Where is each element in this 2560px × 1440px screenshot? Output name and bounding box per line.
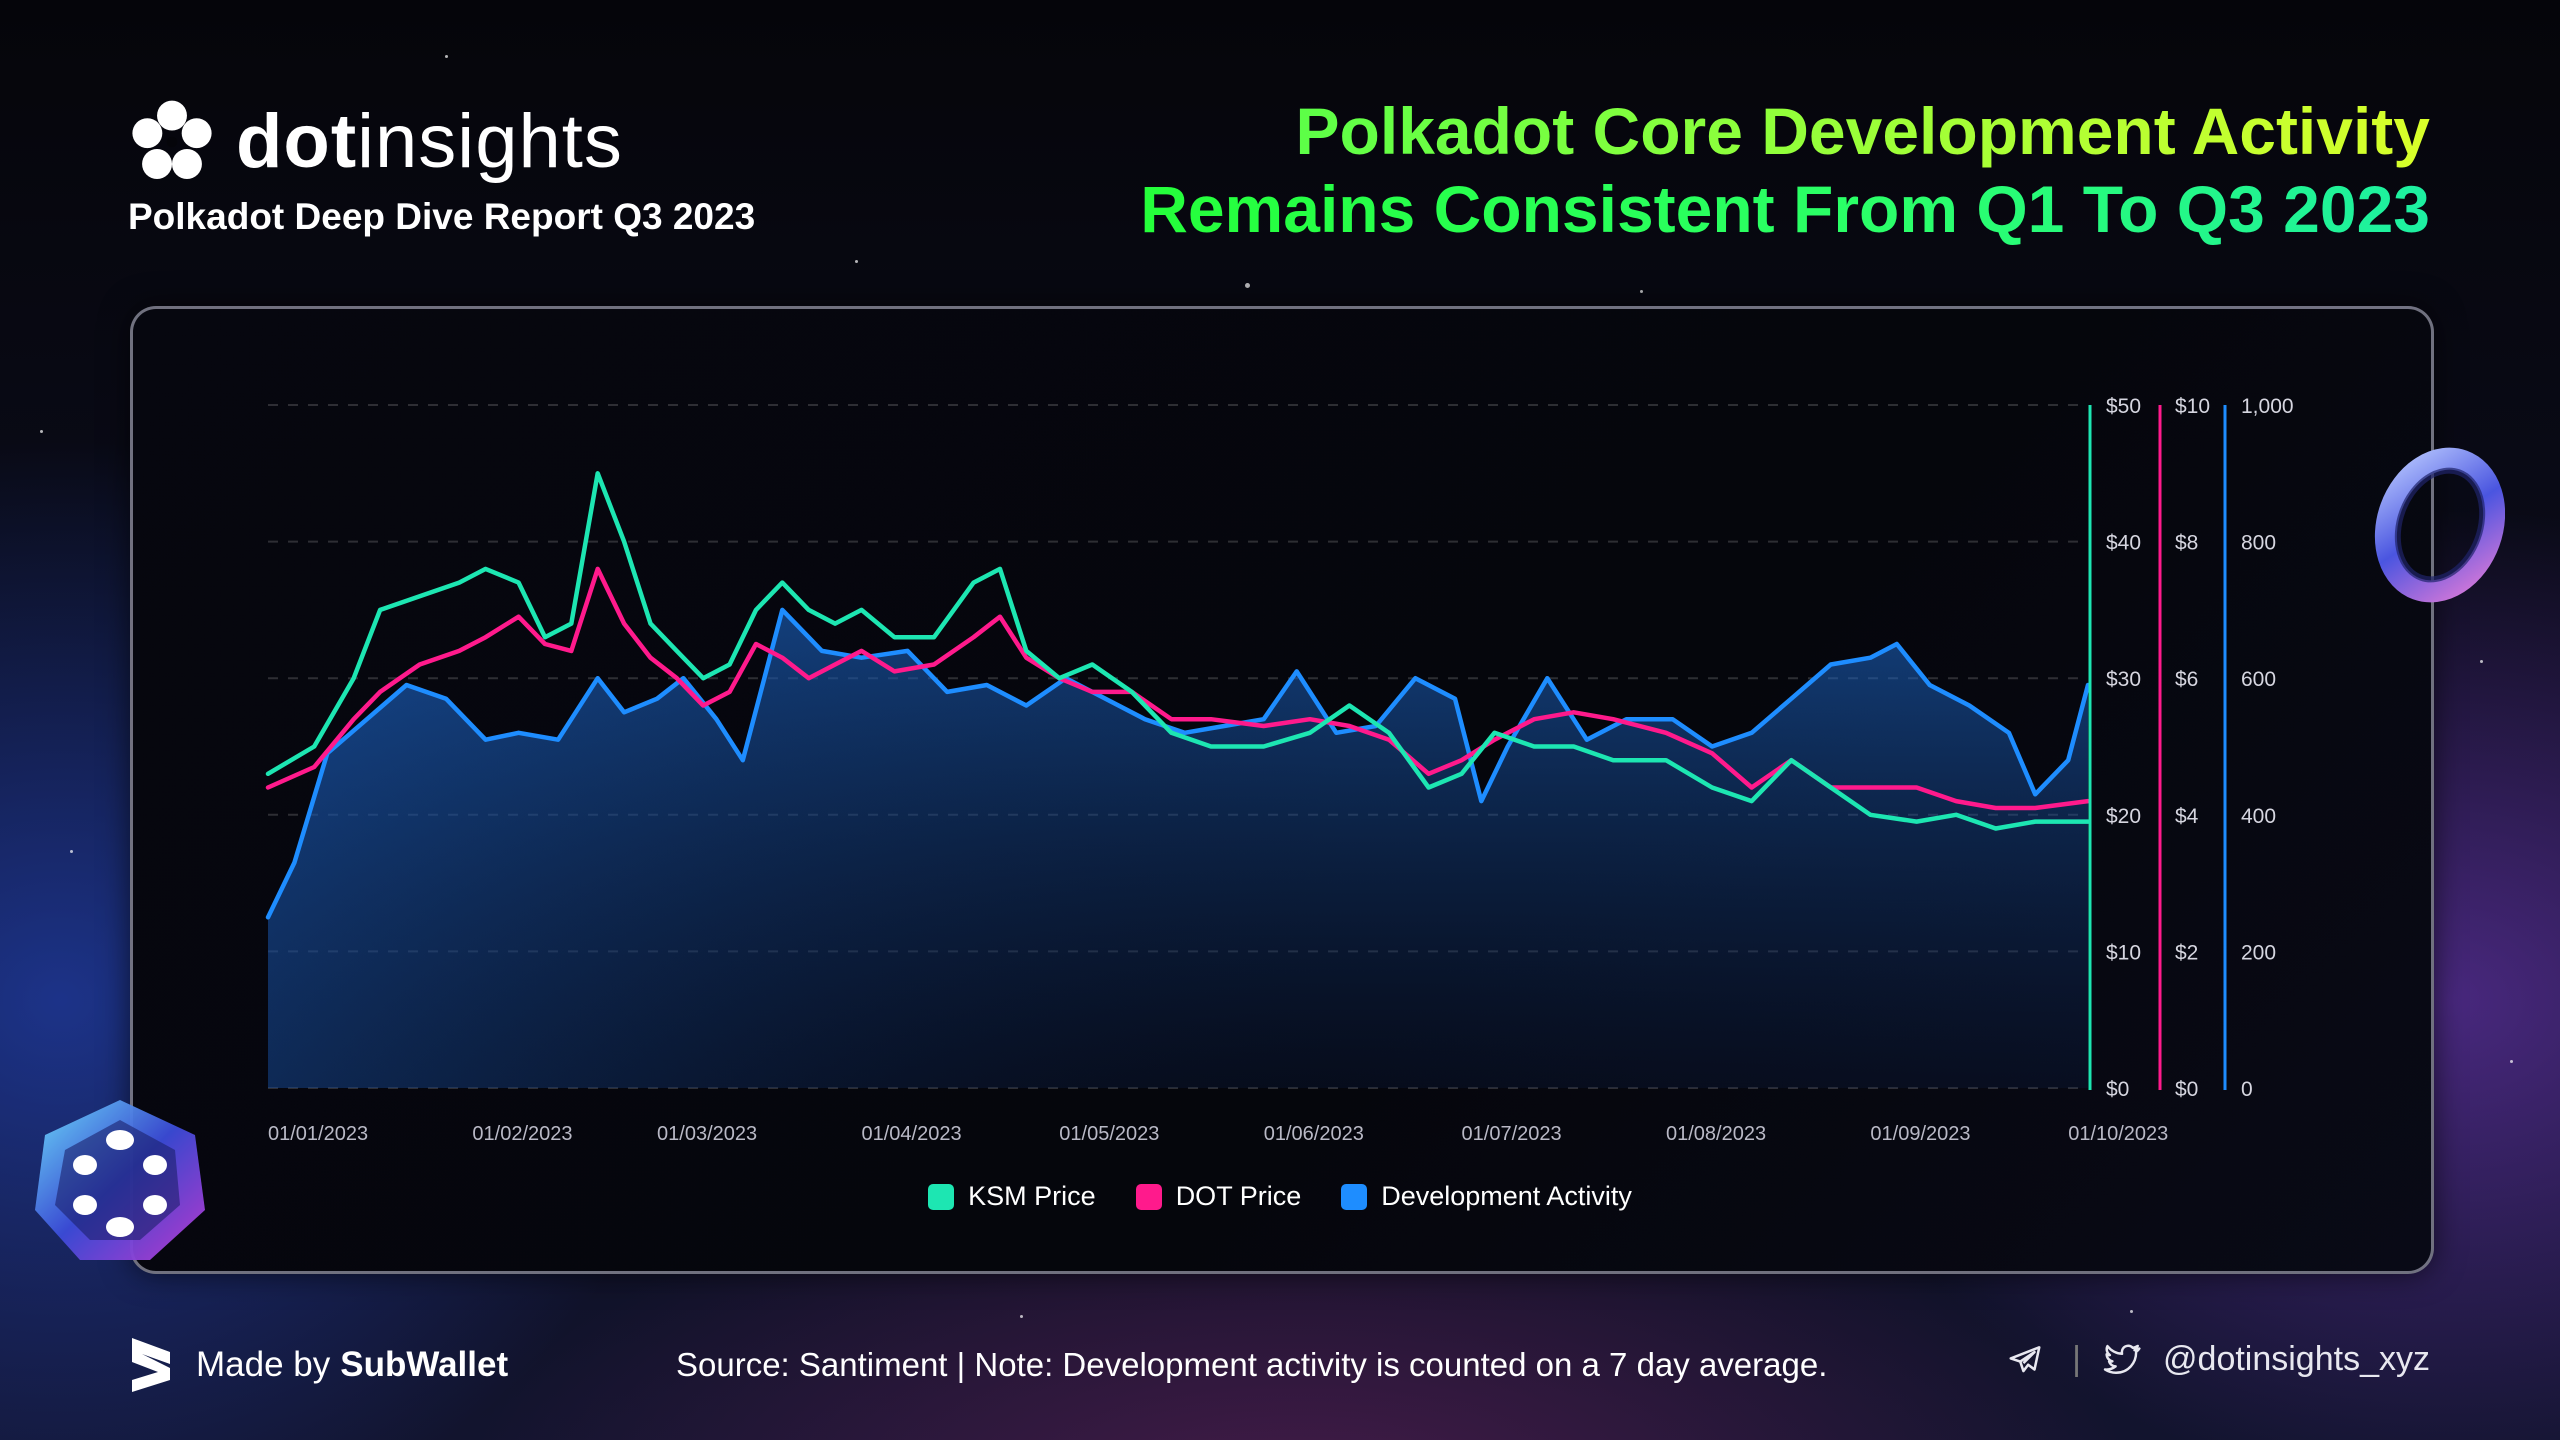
title-line-2: Remains Consistent From Q1 To Q3 2023 (1140, 172, 2430, 246)
x-tick-label: 01/10/2023 (2068, 1123, 2168, 1145)
brand-name-rest: insights (357, 99, 623, 184)
page-title: Polkadot Core Development Activity Remai… (1140, 92, 2430, 248)
axis-tick-label-dot: $10 (2175, 395, 2210, 418)
subwallet-logo-icon (132, 1338, 170, 1392)
x-tick-label: 01/01/2023 (268, 1123, 368, 1145)
made-by: Made by SubWallet (128, 1334, 508, 1396)
x-tick-label: 01/03/2023 (657, 1123, 757, 1145)
x-tick-label: 01/02/2023 (472, 1123, 572, 1145)
legend-swatch (1135, 1183, 1162, 1210)
series-line-dot (265, 566, 2091, 811)
ring-decoration-icon (2374, 447, 2505, 603)
dotinsights-logo-icon (132, 100, 212, 179)
report-subtitle: Polkadot Deep Dive Report Q3 2023 (128, 196, 756, 237)
axis-tick-label-dot: $0 (2175, 1078, 2198, 1101)
title-line-1: Polkadot Core Development Activity (1140, 92, 2430, 170)
legend-label: DOT Price (1175, 1181, 1302, 1211)
axis-tick-label-dev: 600 (2241, 668, 2276, 691)
axis-tick-label-dev: 800 (2241, 532, 2276, 555)
axis-tick-label-dot: $4 (2175, 805, 2199, 828)
legend-label: KSM Price (968, 1181, 1096, 1211)
axis-tick-label-dev: 400 (2241, 805, 2276, 828)
x-tick-label: 01/09/2023 (1870, 1123, 1970, 1145)
legend-swatch (1341, 1183, 1368, 1210)
axis-tick-label-ksm: $20 (2106, 805, 2141, 828)
x-tick-label: 01/06/2023 (1264, 1123, 1364, 1145)
chart-legend: KSM Price DOT Price Development Activity (0, 1181, 2560, 1212)
made-by-name: SubWallet (340, 1345, 509, 1384)
series-line-dev (265, 607, 2091, 920)
legend-item-dot: DOT Price (1135, 1181, 1302, 1212)
axis-tick-label-dev: 0 (2241, 1078, 2253, 1101)
brand-name: dotinsights (236, 104, 623, 180)
axis-tick-label-ksm: $40 (2106, 532, 2141, 555)
social-separator: | (2072, 1340, 2082, 1378)
series-line-ksm (265, 471, 2091, 831)
axis-tick-label-dot: $6 (2175, 668, 2198, 691)
axis-tick-label-dot: $8 (2175, 532, 2198, 555)
x-tick-label: 01/08/2023 (1666, 1123, 1766, 1145)
brand-logo: dotinsights (128, 98, 623, 186)
x-tick-label: 01/07/2023 (1462, 1123, 1562, 1145)
made-by-prefix: Made by (196, 1345, 331, 1384)
twitter-icon[interactable] (2103, 1342, 2143, 1378)
social-links: | @dotinsights_xyz (2006, 1340, 2430, 1379)
axis-tick-label-dev: 1,000 (2241, 395, 2294, 418)
social-handle[interactable]: @dotinsights_xyz (2163, 1340, 2430, 1378)
brand-name-bold: dot (236, 99, 358, 184)
legend-item-ksm: KSM Price (928, 1181, 1096, 1212)
axis-tick-label-dev: 200 (2241, 941, 2276, 964)
axis-tick-label-ksm: $0 (2106, 1078, 2129, 1101)
dev-activity-area-glow (268, 609, 2088, 1088)
axis-tick-label-ksm: $50 (2106, 395, 2141, 418)
telegram-icon[interactable] (2006, 1341, 2044, 1379)
source-note: Source: Santiment | Note: Development ac… (676, 1346, 1828, 1383)
axis-tick-label-ksm: $30 (2106, 668, 2141, 691)
legend-swatch (928, 1183, 955, 1210)
x-tick-label: 01/05/2023 (1059, 1123, 1159, 1145)
legend-item-dev: Development Activity (1341, 1181, 1632, 1212)
legend-label: Development Activity (1381, 1181, 1632, 1211)
polkadot-gem-icon (35, 1100, 205, 1260)
axis-tick-label-dot: $2 (2175, 941, 2198, 964)
x-tick-label: 01/04/2023 (861, 1123, 961, 1145)
axis-tick-label-ksm: $10 (2106, 941, 2141, 964)
